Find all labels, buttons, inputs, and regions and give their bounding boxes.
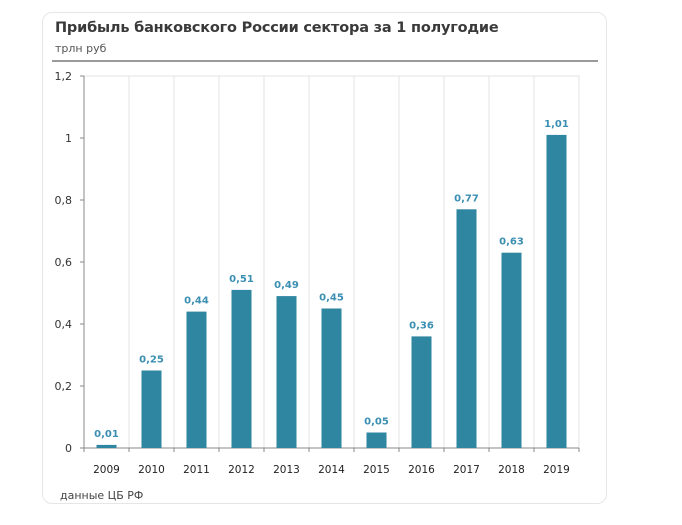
y-tick-label: 1 [65, 132, 72, 145]
bar-2011 [186, 311, 207, 448]
x-tick-label: 2016 [408, 464, 435, 476]
title-divider [52, 60, 598, 62]
bar-2010 [141, 370, 162, 448]
bar-2009 [96, 444, 117, 448]
bar-2019 [546, 134, 567, 448]
x-tick-label: 2012 [228, 464, 255, 476]
x-tick-label: 2013 [273, 464, 300, 476]
y-tick-label: 0,6 [55, 256, 73, 269]
y-tick-label: 0,2 [55, 380, 73, 393]
x-tick-label: 2014 [318, 464, 345, 476]
bar-2014 [321, 308, 342, 448]
data-label: 0,25 [139, 355, 164, 366]
bar-2015 [366, 432, 387, 448]
chart-title: Прибыль банковского России сектора за 1 … [55, 20, 499, 36]
data-label: 0,36 [409, 320, 434, 331]
bar-2012 [231, 289, 252, 448]
data-label: 0,01 [94, 429, 119, 440]
x-tick-label: 2015 [363, 464, 390, 476]
data-label: 0,44 [184, 296, 209, 307]
y-tick-label: 1,2 [55, 70, 73, 83]
y-tick-label: 0,8 [55, 194, 73, 207]
data-label: 1,01 [544, 119, 569, 130]
bar-2018 [501, 252, 522, 448]
x-tick-label: 2017 [453, 464, 480, 476]
data-label: 0,49 [274, 280, 299, 291]
x-tick-label: 2010 [138, 464, 165, 476]
x-tick-label: 2009 [93, 464, 120, 476]
chart-subtitle: трлн руб [55, 42, 107, 55]
chart-source: данные ЦБ РФ [60, 489, 144, 502]
x-tick-label: 2019 [543, 464, 570, 476]
x-tick-label: 2018 [498, 464, 525, 476]
bar-2013 [276, 296, 297, 448]
bar-2017 [456, 209, 477, 448]
data-label: 0,77 [454, 193, 479, 204]
data-label: 0,51 [229, 274, 254, 285]
data-label: 0,45 [319, 293, 344, 304]
x-tick-label: 2011 [183, 464, 210, 476]
y-tick-label: 0,4 [55, 318, 73, 331]
data-label: 0,05 [364, 417, 389, 428]
y-tick-label: 0 [65, 442, 72, 455]
bar-2016 [411, 336, 432, 448]
data-label: 0,63 [499, 237, 524, 248]
